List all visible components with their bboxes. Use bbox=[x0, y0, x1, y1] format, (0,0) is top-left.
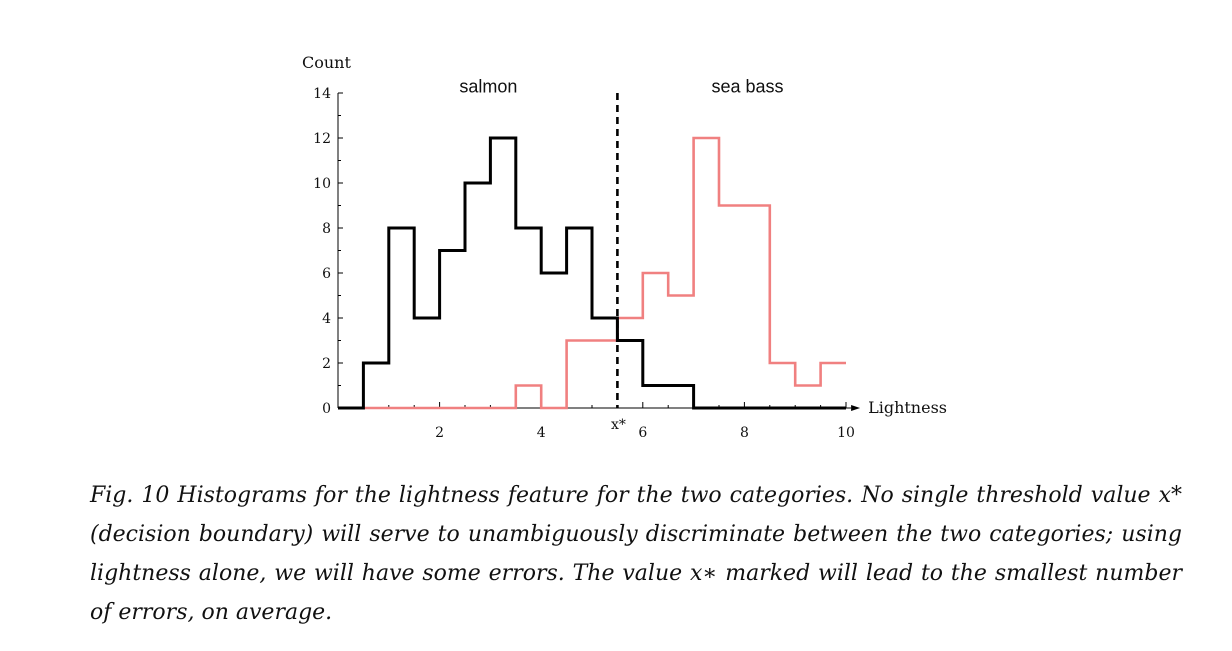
series-label-salmon: salmon bbox=[459, 77, 517, 97]
y-tick-label: 8 bbox=[322, 221, 331, 237]
threshold-label: x* bbox=[611, 417, 626, 433]
y-tick-label: 12 bbox=[313, 131, 331, 147]
sea-bass-histogram bbox=[338, 136, 846, 410]
histogram-chart: 0 2 4 6 8 10 12 14 2 4 6 8 10 Count Lightness salmon sea… bbox=[302, 53, 947, 441]
x-axis-title: Lightness bbox=[868, 398, 947, 417]
x-axis-arrow bbox=[851, 405, 861, 411]
x-tick-label: 4 bbox=[537, 425, 546, 441]
y-tick-label: 2 bbox=[322, 356, 331, 372]
salmon-histogram bbox=[338, 136, 846, 410]
x-tick-label: 8 bbox=[740, 425, 749, 441]
figure-caption: Fig. 10 Histograms for the lightness fea… bbox=[90, 483, 1182, 625]
y-tick-label: 14 bbox=[313, 86, 331, 102]
labels-layer: 0 2 4 6 8 10 12 14 2 4 6 8 10 Count Lightness salmon sea… bbox=[302, 53, 947, 441]
y-tick-label: 10 bbox=[313, 176, 331, 192]
y-tick-label: 4 bbox=[322, 311, 331, 327]
x-tick-label: 6 bbox=[638, 425, 647, 441]
x-tick-label: 2 bbox=[435, 425, 444, 441]
series-layer bbox=[338, 93, 846, 410]
y-tick-label: 0 bbox=[322, 401, 331, 417]
series-label-sea-bass: sea bass bbox=[711, 77, 783, 97]
y-tick-label: 6 bbox=[322, 266, 331, 282]
y-axis-title: Count bbox=[302, 53, 351, 72]
x-tick-label: 10 bbox=[837, 425, 855, 441]
